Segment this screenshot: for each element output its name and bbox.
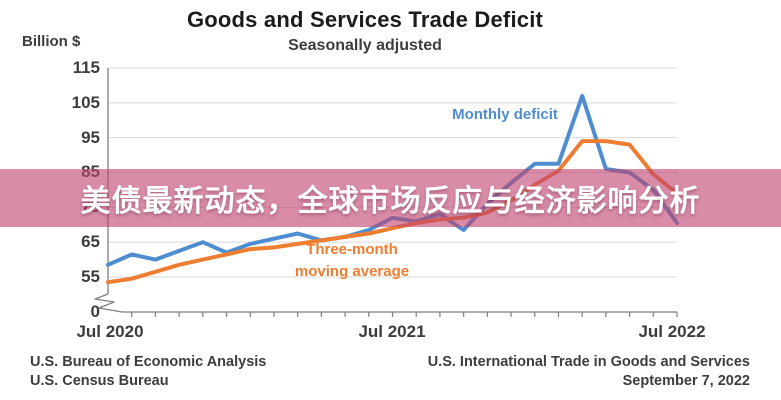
legend-three-month-moving-average: Three-month moving average xyxy=(272,239,432,283)
y-axis-unit-label: Billion $ xyxy=(22,33,81,50)
news-headline-text: 美债最新动态，全球市场反应与经济影响分析 xyxy=(80,185,701,218)
chart-title: Goods and Services Trade Deficit xyxy=(186,7,544,32)
x-tick-label-jul-2020: Jul 2020 xyxy=(76,322,144,341)
x-tick-label-jul-2021: Jul 2021 xyxy=(358,322,426,341)
source-line-census: U.S. Census Bureau xyxy=(30,373,169,389)
release-date: September 7, 2022 xyxy=(622,373,750,389)
moving-average-line xyxy=(106,139,679,285)
y-tick-label: 65 xyxy=(81,232,100,252)
axis-break-squiggle xyxy=(94,293,123,313)
source-line-bea: U.S. Bureau of Economic Analysis xyxy=(30,354,267,370)
y-tick-label: 55 xyxy=(81,266,100,286)
news-headline-banner: 美债最新动态，全球市场反应与经济影响分析 xyxy=(0,169,781,227)
x-tick-label-jul-2022: Jul 2022 xyxy=(638,322,706,341)
release-title: U.S. International Trade in Goods and Se… xyxy=(427,354,750,370)
source-agencies: U.S. Bureau of Economic Analysis U.S. Ce… xyxy=(30,353,266,391)
y-tick-label: 95 xyxy=(81,127,100,147)
chart-subtitle: Seasonally adjusted xyxy=(288,37,442,54)
legend-monthly-deficit: Monthly deficit xyxy=(452,106,558,123)
legend-ma-line1: Three-month xyxy=(306,241,398,258)
y-tick-label: 105 xyxy=(71,92,100,112)
y-origin-label: 0 xyxy=(90,302,100,321)
legend-ma-line2: moving average xyxy=(294,263,410,280)
release-info: U.S. International Trade in Goods and Se… xyxy=(428,353,750,391)
y-tick-label: 115 xyxy=(72,58,100,77)
